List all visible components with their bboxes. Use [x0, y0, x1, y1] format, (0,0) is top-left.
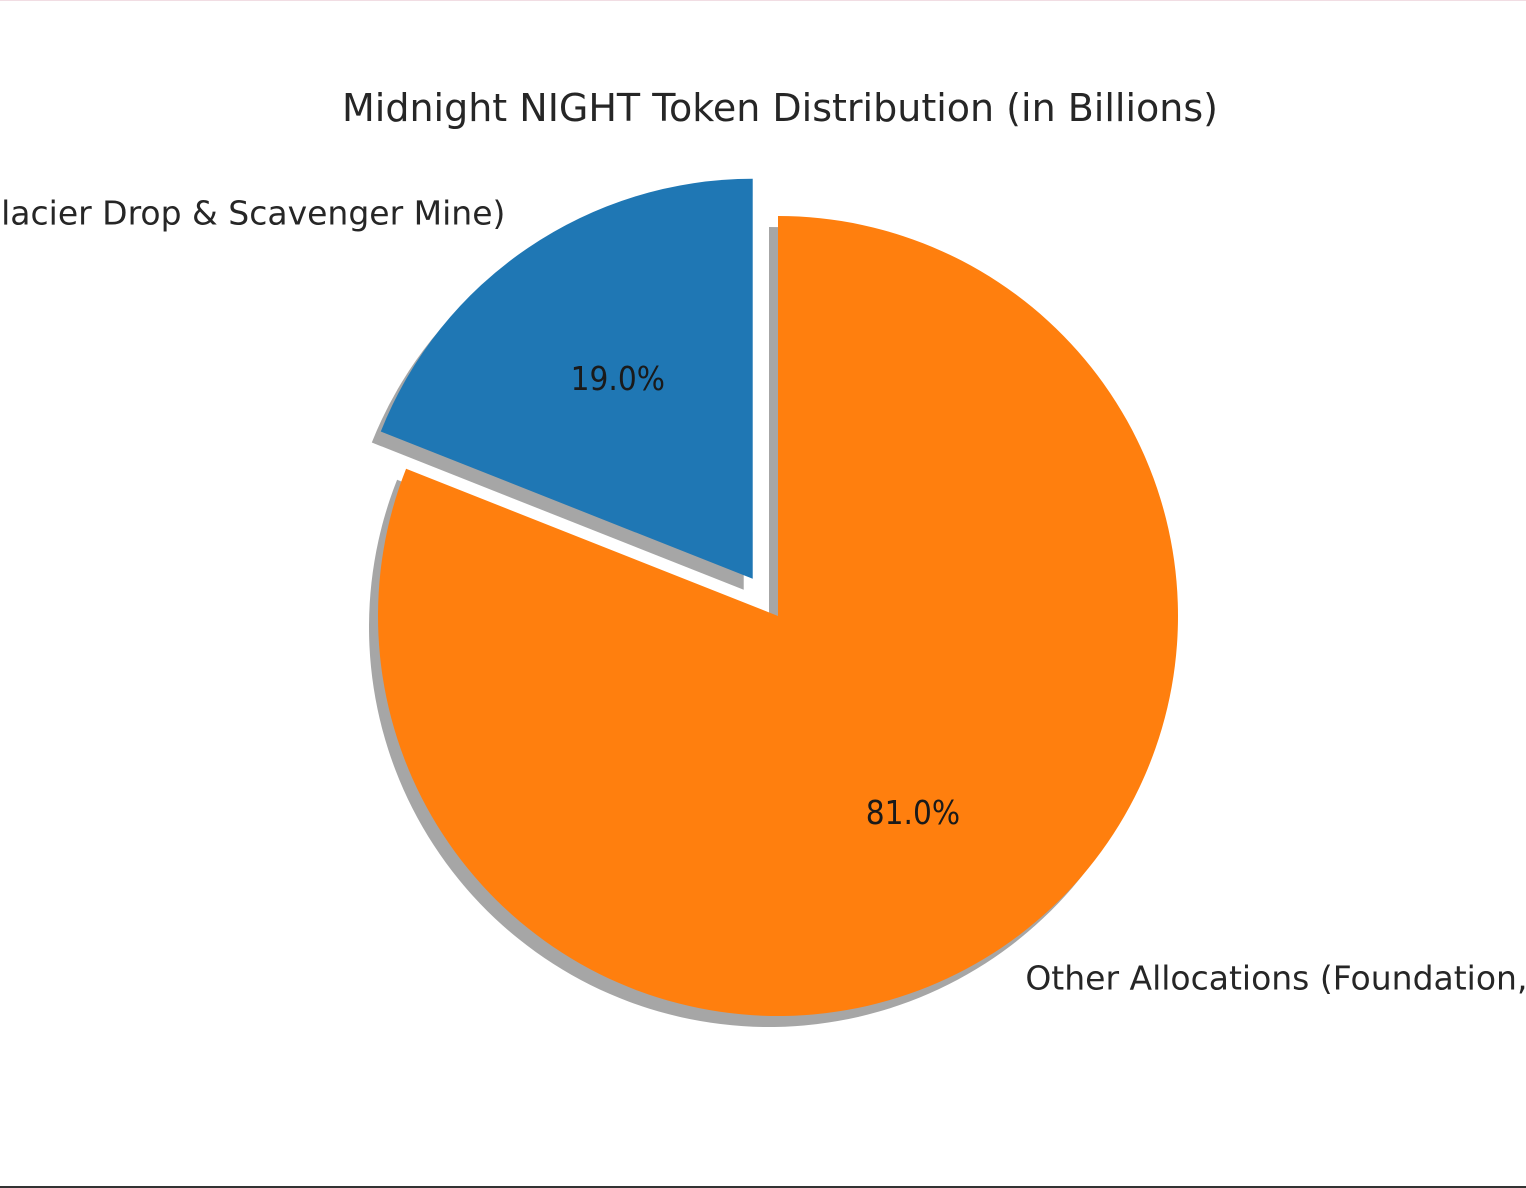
chart-title: Midnight NIGHT Token Distribution (in Bi… — [342, 86, 1218, 130]
slice-layer — [377, 178, 1179, 1016]
label-layer: 19.0% (Glacier Drop & Scavenger Mine) 81.0… — [0, 193, 1526, 997]
pie-slice-1 — [380, 178, 753, 579]
slice-1-category-label: (Glacier Drop & Scavenger Mine) — [0, 193, 505, 232]
slice-2-category-label: Other Allocations (Foundation, — [1025, 958, 1526, 997]
slice-2-percent-label: 81.0% — [866, 793, 960, 832]
slice-1-percent-label: 19.0% — [571, 359, 665, 398]
pie-slice-2 — [377, 215, 1179, 1016]
